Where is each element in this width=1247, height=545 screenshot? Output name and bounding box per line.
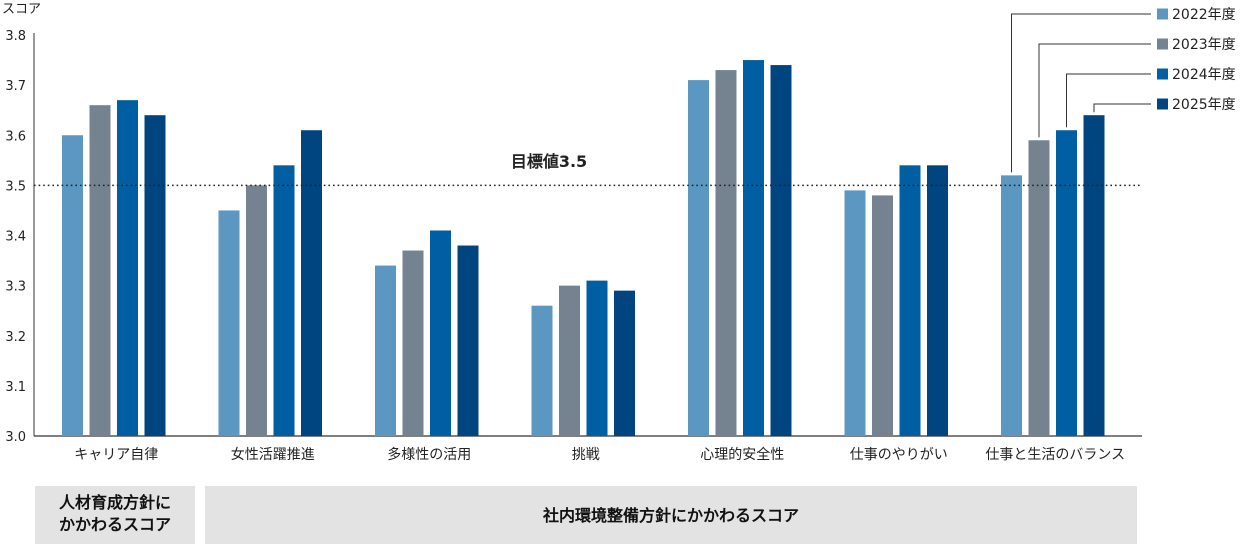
bar [218, 210, 240, 436]
bar [531, 305, 553, 436]
y-tick-label: 3.5 [5, 179, 26, 194]
group-label: 人材育成方針に [59, 493, 171, 512]
legend-label: 2024年度 [1172, 67, 1236, 83]
bar [144, 115, 166, 436]
x-tick-label: 心理的安全性 [700, 446, 784, 463]
legend-label: 2023年度 [1172, 37, 1236, 53]
bar [1028, 140, 1050, 436]
bar [1083, 115, 1105, 436]
y-tick-label: 3.8 [5, 29, 26, 44]
bar [375, 265, 396, 436]
bar [1056, 130, 1077, 437]
legend-leader-line [1038, 43, 1151, 138]
x-tick-label: キャリア自律 [74, 447, 158, 463]
x-tick-label: 仕事のやりがい [850, 447, 948, 463]
bar [457, 245, 479, 436]
x-tick-label: 多様性の活用 [387, 446, 471, 463]
bar [743, 60, 764, 436]
bar [62, 135, 83, 436]
legend-leader-line [1093, 103, 1151, 113]
legend-swatch [1157, 68, 1168, 80]
bar [301, 130, 322, 437]
group-label: かかわるスコア [59, 515, 171, 534]
y-tick-label: 3.6 [5, 129, 26, 144]
legend-leader-line [1066, 73, 1151, 128]
legend-swatch [1157, 38, 1168, 50]
target-label: 目標値3.5 [511, 152, 587, 171]
bar [770, 65, 792, 436]
bar [927, 165, 948, 436]
bar [402, 250, 424, 436]
bar [715, 70, 737, 437]
y-axis-title: スコア [2, 2, 41, 17]
bar [117, 100, 138, 436]
bar [559, 285, 580, 436]
group-label: 社内環境整備方針にかかわるスコア [542, 506, 799, 525]
legend-label: 2025年度 [1172, 97, 1236, 113]
legend-swatch [1157, 98, 1168, 110]
legend-leader-line [1011, 13, 1151, 173]
y-tick-label: 3.0 [5, 430, 26, 445]
bar [430, 230, 451, 436]
group-box [205, 486, 1137, 544]
y-tick-label: 3.7 [5, 79, 26, 94]
legend-label: 2022年度 [1172, 7, 1236, 23]
x-tick-label: 仕事と生活のバランス [985, 447, 1125, 463]
x-tick-label: 挑戦 [572, 447, 600, 463]
bar [246, 185, 267, 436]
y-tick-label: 3.4 [5, 230, 26, 245]
bar [1001, 175, 1022, 436]
bar [614, 290, 635, 436]
y-tick-label: 3.1 [5, 380, 26, 395]
legend-swatch [1157, 8, 1168, 20]
bar [688, 80, 709, 437]
bar [844, 190, 866, 436]
bar [872, 195, 893, 436]
bar [586, 280, 608, 436]
y-tick-label: 3.3 [5, 280, 26, 295]
bar [273, 165, 295, 436]
group-box [35, 486, 195, 544]
bar [899, 165, 921, 436]
x-tick-label: 女性活躍推進 [231, 446, 315, 463]
bar [89, 105, 111, 437]
y-tick-label: 3.2 [5, 330, 26, 345]
